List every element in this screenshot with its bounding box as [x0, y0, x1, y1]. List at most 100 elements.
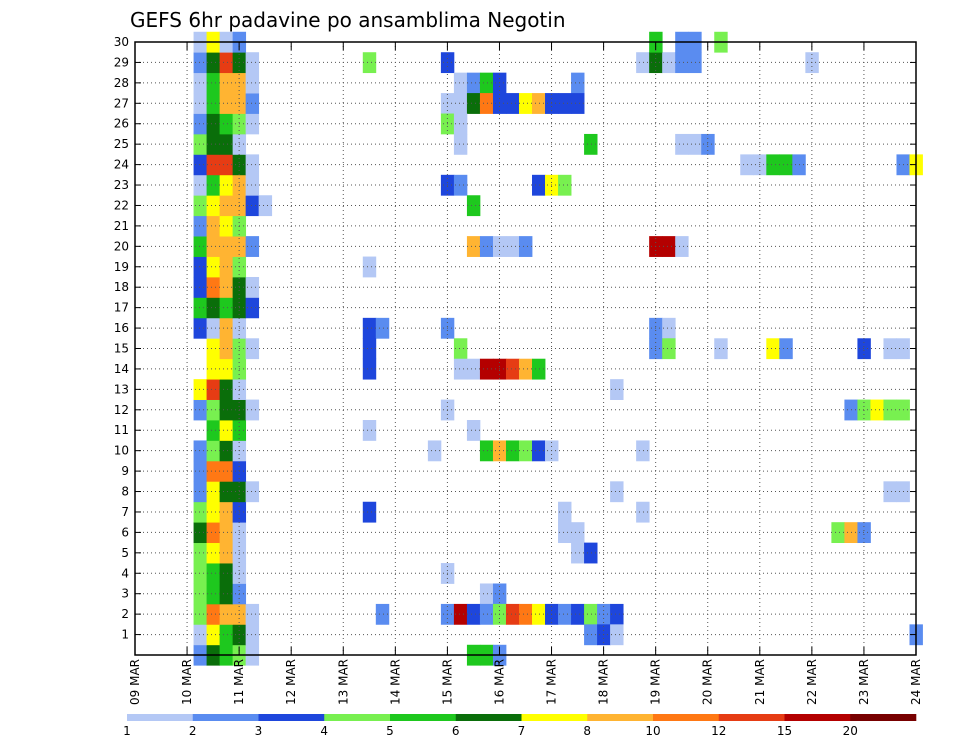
heatmap-cell — [714, 338, 728, 360]
legend-color-segment — [192, 714, 259, 721]
legend-color-segment — [521, 714, 588, 721]
heatmap-cell — [466, 93, 481, 114]
heatmap-cell — [505, 440, 520, 462]
heatmap-cell — [558, 522, 572, 544]
heatmap-cell — [206, 542, 221, 564]
heatmap-cell — [453, 174, 468, 196]
heatmap-cell — [558, 174, 572, 196]
heatmap-cell — [206, 52, 221, 74]
heatmap-cell — [219, 297, 234, 319]
heatmap-cell — [610, 624, 624, 646]
y-tick-label: 21 — [114, 219, 129, 233]
heatmap-cell — [245, 93, 260, 114]
heatmap-cell — [219, 583, 234, 605]
y-tick-label: 20 — [114, 239, 129, 253]
y-tick-label: 28 — [114, 76, 129, 90]
heatmap-cell — [518, 236, 533, 257]
heatmap-cell — [740, 154, 754, 176]
heatmap-cell — [206, 624, 221, 646]
y-tick-label: 9 — [121, 464, 129, 478]
legend-level-label: 3 — [255, 724, 263, 738]
heatmap-cell — [505, 236, 520, 257]
heatmap-cell — [453, 358, 468, 380]
y-tick-label: 12 — [114, 403, 129, 417]
heatmap-cell — [883, 399, 897, 421]
heatmap-cell — [258, 195, 273, 217]
heatmap-cell — [206, 440, 221, 462]
heatmap-cell — [766, 154, 780, 176]
heatmap-cell — [662, 317, 676, 339]
heatmap-cell — [558, 93, 572, 114]
heatmap-cell — [219, 563, 234, 584]
heatmap-cell — [193, 93, 207, 114]
legend-color-segment — [127, 714, 194, 721]
x-tick-label: 21 MAR — [753, 659, 767, 705]
heatmap-cell — [219, 72, 234, 94]
y-tick-label: 3 — [121, 587, 129, 601]
heatmap-cell — [479, 583, 494, 605]
heatmap-cell — [870, 399, 884, 421]
heatmap-cell — [193, 460, 207, 482]
heatmap-cell — [193, 379, 207, 400]
heatmap-cell — [662, 338, 676, 360]
heatmap-cell — [245, 52, 260, 74]
heatmap-cell — [219, 440, 234, 462]
heatmap-cell — [219, 501, 234, 523]
y-tick-label: 5 — [121, 546, 129, 560]
legend-level-label: 4 — [320, 724, 328, 738]
heatmap-cell — [883, 481, 897, 503]
x-tick-label: 09 MAR — [128, 659, 142, 705]
heatmap-cell — [453, 338, 468, 360]
heatmap-cell — [206, 154, 221, 176]
heatmap-cell — [219, 379, 234, 400]
heatmap-cell — [219, 399, 234, 421]
legend-color-segment — [784, 714, 851, 721]
heatmap-cell — [518, 93, 533, 114]
heatmap-cell — [427, 440, 442, 462]
heatmap-cell — [362, 501, 377, 523]
heatmap-cell — [245, 297, 260, 319]
heatmap-cell — [571, 522, 585, 544]
heatmap-cell — [675, 236, 689, 257]
legend-color-segment — [718, 714, 785, 721]
legend-color-segment — [390, 714, 457, 721]
heatmap-cell — [206, 501, 221, 523]
heatmap-cell — [219, 317, 234, 339]
heatmap-cell — [206, 481, 221, 503]
x-tick-label: 23 MAR — [857, 659, 871, 705]
heatmap-cell — [193, 154, 207, 176]
y-tick-label: 10 — [114, 444, 129, 458]
y-tick-label: 16 — [114, 321, 129, 335]
legend-level-label: 8 — [583, 724, 591, 738]
legend-level-label: 5 — [386, 724, 394, 738]
heatmap-cell — [193, 133, 207, 155]
heatmap-cells — [193, 31, 923, 666]
heatmap-cell — [362, 358, 377, 380]
x-tick-label: 24 MAR — [909, 659, 923, 705]
heatmap-cell — [532, 440, 546, 462]
heatmap-cell — [362, 317, 377, 339]
y-tick-label: 30 — [114, 35, 129, 49]
heatmap-cell — [206, 338, 221, 360]
heatmap-cell — [571, 72, 585, 94]
x-tick-label: 20 MAR — [701, 659, 715, 705]
heatmap-cell — [466, 195, 481, 217]
heatmap-cell — [193, 440, 207, 462]
heatmap-cell — [532, 358, 546, 380]
heatmap-cell — [206, 174, 221, 196]
heatmap-cell — [505, 93, 520, 114]
heatmap-cell — [571, 93, 585, 114]
heatmap-cell — [245, 236, 260, 257]
legend-level-label: 7 — [518, 724, 526, 738]
heatmap-cell — [219, 195, 234, 217]
heatmap-cell — [479, 440, 494, 462]
heatmap-cell — [453, 133, 468, 155]
heatmap-cell — [453, 72, 468, 94]
heatmap-cell — [466, 72, 481, 94]
heatmap-cell — [219, 276, 234, 298]
x-tick-label: 12 MAR — [284, 659, 298, 705]
heatmap-cell — [662, 236, 676, 257]
heatmap-cell — [779, 154, 793, 176]
y-tick-label: 26 — [114, 117, 129, 131]
heatmap-cell — [375, 317, 390, 339]
